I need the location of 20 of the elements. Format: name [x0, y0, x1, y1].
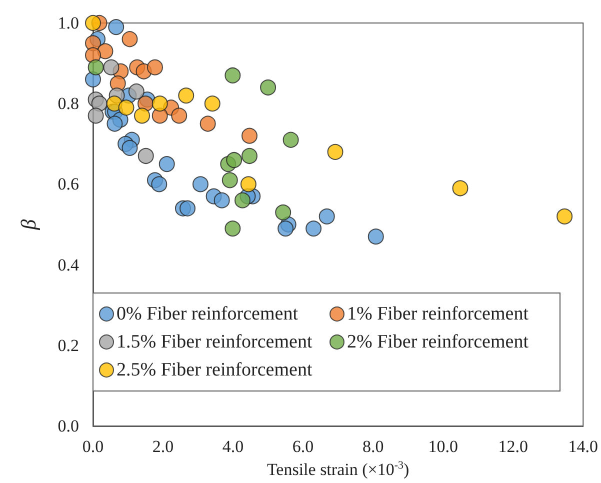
legend-label: 1.5% Fiber reinforcement: [116, 332, 313, 352]
legend-label: 0% Fiber reinforcement: [116, 304, 299, 324]
y-tick-label: 0.0: [58, 416, 79, 436]
x-tick-label: 0.0: [82, 437, 104, 456]
x-tick-label: 10.0: [428, 437, 458, 456]
y-tick-label: 0.2: [58, 336, 79, 355]
y-tick-label: 0.6: [58, 174, 79, 194]
legend-label: 2% Fiber reinforcement: [347, 332, 530, 352]
legend-label: 2.5% Fiber reinforcement: [116, 360, 313, 380]
y-axis-title: β: [16, 218, 40, 231]
x-tick-label: 12.0: [498, 437, 528, 456]
y-tick-label: 1.0: [58, 14, 79, 32]
y-tick-label: 0.4: [58, 255, 80, 274]
x-tick-label: 2.0: [152, 437, 174, 456]
x-tick-label: 8.0: [362, 437, 384, 456]
y-tick-label: 0.8: [58, 94, 79, 114]
x-tick-label: 14.0: [568, 437, 598, 456]
legend-label: 1% Fiber reinforcement: [347, 304, 530, 324]
x-tick-label: 4.0: [222, 437, 244, 456]
x-tick-label: 6.0: [292, 437, 314, 456]
